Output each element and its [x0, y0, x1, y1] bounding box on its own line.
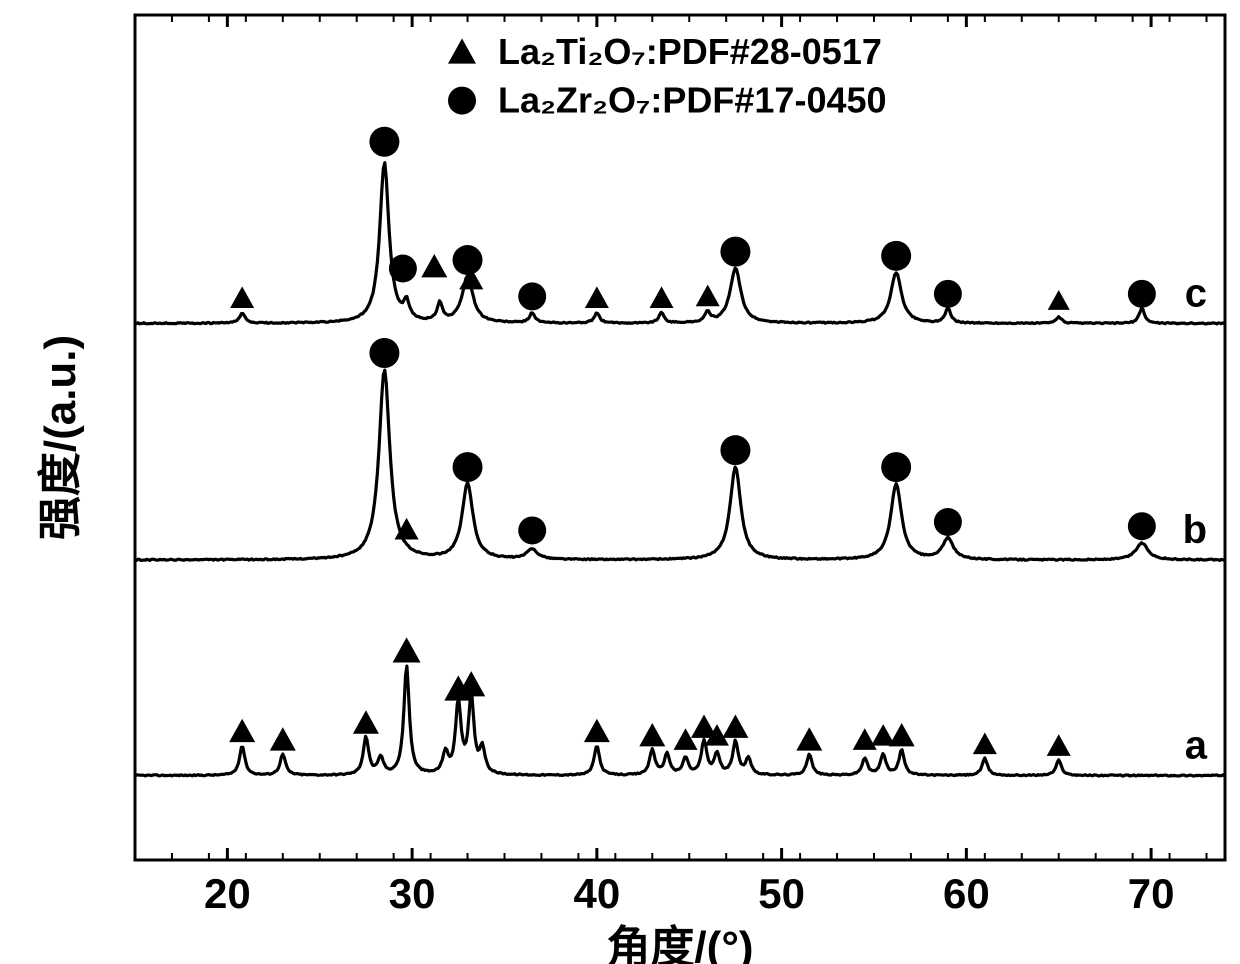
- x-tick-label: 50: [758, 870, 805, 917]
- triangle-marker: [696, 285, 720, 307]
- circle-marker: [518, 282, 546, 310]
- x-tick-label: 70: [1128, 870, 1175, 917]
- x-tick-label: 30: [389, 870, 436, 917]
- circle-marker: [453, 452, 483, 482]
- circle-marker: [720, 237, 750, 267]
- circle-marker: [453, 245, 483, 275]
- triangle-marker: [585, 286, 609, 308]
- legend-label: La₂Ti₂O₇:PDF#28-0517: [498, 31, 882, 72]
- triangle-marker: [584, 719, 610, 742]
- triangle-marker: [796, 727, 822, 750]
- circle-marker: [518, 516, 546, 544]
- xrd-chart: 20 30 40 50 60 70 角度/(°) 强度/(a.u.) a b c La₂Ti₂O₇:P…: [0, 0, 1240, 964]
- series-label-b: b: [1183, 508, 1207, 552]
- xrd-trace-b: [135, 370, 1224, 560]
- x-tick-label: 40: [574, 870, 621, 917]
- circle-marker: [881, 452, 911, 482]
- triangle-marker: [674, 728, 698, 750]
- series-label-c: c: [1185, 272, 1207, 316]
- triangle-marker: [722, 715, 748, 738]
- circle-marker: [369, 338, 399, 368]
- triangle-marker: [650, 286, 674, 308]
- xrd-trace-a: [135, 666, 1224, 776]
- x-tick-label: 60: [943, 870, 990, 917]
- triangle-marker: [1047, 734, 1071, 756]
- triangle-marker: [853, 728, 877, 750]
- triangle-marker: [229, 719, 255, 742]
- triangle-marker: [639, 723, 665, 746]
- circle-marker: [934, 280, 962, 308]
- x-tick-label: 20: [204, 870, 251, 917]
- triangle-marker: [230, 286, 254, 308]
- circle-marker: [1128, 512, 1156, 540]
- triangle-marker: [973, 733, 997, 755]
- circle-marker: [720, 435, 750, 465]
- y-axis-label: 强度/(a.u.): [36, 335, 85, 540]
- triangle-marker: [421, 254, 447, 277]
- triangle-marker: [270, 727, 296, 750]
- triangle-marker: [1048, 290, 1070, 310]
- circle-marker: [934, 508, 962, 536]
- circle-marker: [881, 241, 911, 271]
- triangle-marker: [393, 637, 421, 662]
- legend-label: La₂Zr₂O₇:PDF#17-0450: [498, 80, 887, 121]
- series-label-a: a: [1185, 724, 1208, 768]
- circle-marker: [1128, 280, 1156, 308]
- x-axis-label: 角度/(°): [606, 923, 753, 964]
- triangle-marker: [353, 710, 379, 733]
- triangle-marker: [889, 723, 915, 746]
- circle-marker: [389, 255, 417, 283]
- circle-marker: [369, 127, 399, 157]
